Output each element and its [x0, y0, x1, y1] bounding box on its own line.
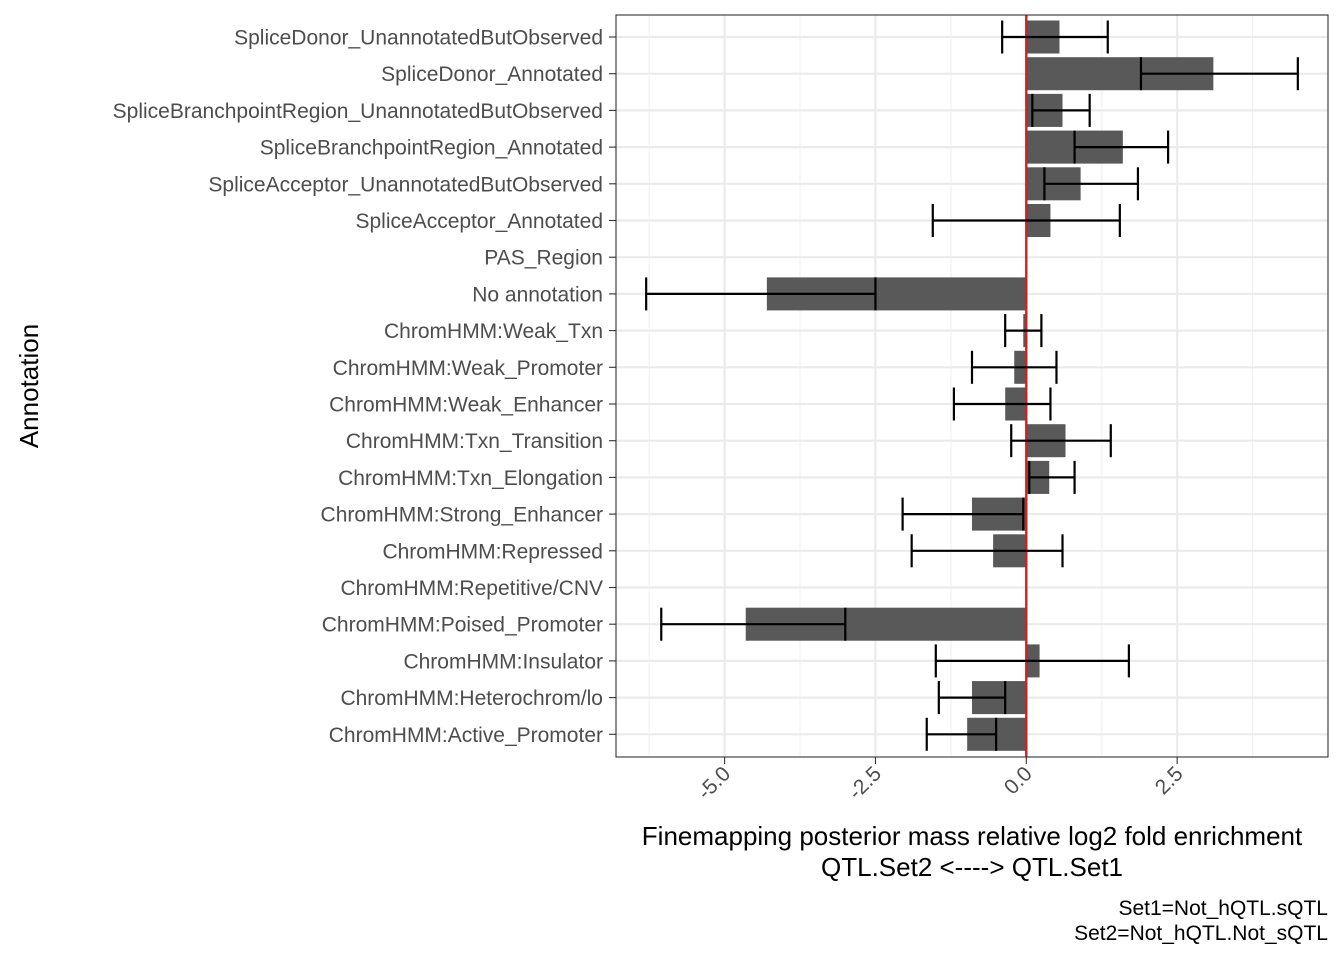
errorbar — [1010, 424, 1112, 458]
y-tick-label: ChromHMM:Repetitive/CNV — [340, 577, 603, 600]
y-tick-label: ChromHMM:Strong_Enhancer — [321, 504, 603, 527]
errorbar — [970, 350, 1058, 384]
y-tick-label: SpliceBranchpointRegion_Annotated — [260, 137, 603, 160]
errorbar — [910, 534, 1064, 568]
errorbar — [925, 717, 998, 751]
grid-layer — [616, 15, 1328, 757]
x-tick-layer: -5.0 -2.5 0.0 2.5 — [693, 757, 1188, 804]
y-axis-title: Annotation — [14, 324, 44, 448]
errorbar — [931, 203, 1121, 238]
errorbar — [1073, 130, 1170, 164]
panel-border — [615, 14, 1329, 758]
errorbar — [1043, 167, 1140, 201]
errorbar — [645, 277, 877, 311]
errorbar — [937, 681, 1007, 715]
y-tick-layer: SpliceDonor_UnannotatedButObserved Splice… — [113, 27, 616, 747]
errorbar — [1004, 314, 1043, 348]
caption-line1: Set1=Not_hQTL.sQTL — [1118, 897, 1328, 920]
x-tick-label: 0.0 — [1000, 762, 1037, 799]
errorbar — [1031, 93, 1091, 127]
x-axis-title-line2: QTL.Set2 <----> QTL.Set1 — [821, 852, 1123, 882]
y-tick-label: ChromHMM:Weak_Txn — [384, 320, 603, 343]
bar-layer — [745, 20, 1214, 751]
caption-line2: Set2=Not_hQTL.Not_sQTL — [1074, 922, 1328, 945]
x-tick-label: -2.5 — [844, 762, 886, 804]
y-tick-label: SpliceAcceptor_Annotated — [356, 210, 604, 233]
errorbar — [1028, 460, 1076, 494]
x-tick-label: -5.0 — [693, 762, 735, 804]
y-tick-label: No annotation — [472, 283, 603, 306]
y-tick-label: ChromHMM:Active_Promoter — [329, 724, 603, 747]
y-tick-label: SpliceBranchpointRegion_UnannotatedButOb… — [113, 100, 603, 123]
x-tick-label: 2.5 — [1151, 762, 1188, 799]
y-tick-label: ChromHMM:Txn_Transition — [346, 430, 603, 453]
errorbar — [1001, 20, 1109, 54]
errorbar — [901, 497, 1025, 531]
errorbar — [934, 644, 1130, 678]
errorbar — [660, 607, 847, 641]
y-tick-label: ChromHMM:Insulator — [403, 650, 603, 673]
y-tick-label: SpliceDonor_UnannotatedButObserved — [234, 27, 603, 50]
y-tick-label: SpliceDonor_Annotated — [381, 63, 603, 86]
errorbar-layer — [645, 20, 1299, 751]
y-tick-label: PAS_Region — [484, 247, 603, 270]
y-tick-label: ChromHMM:Txn_Elongation — [338, 467, 603, 490]
x-axis-title-line1: Finemapping posterior mass relative log2… — [642, 821, 1303, 851]
y-tick-label: ChromHMM:Weak_Enhancer — [329, 394, 603, 417]
y-tick-label: ChromHMM:Heterochrom/lo — [340, 687, 603, 710]
y-tick-label: SpliceAcceptor_UnannotatedButObserved — [208, 173, 603, 196]
errorbar — [952, 387, 1052, 421]
errorbar — [1139, 57, 1299, 91]
y-tick-label: ChromHMM:Repressed — [382, 540, 603, 563]
y-tick-label: ChromHMM:Poised_Promoter — [322, 614, 603, 637]
y-tick-label: ChromHMM:Weak_Promoter — [333, 357, 603, 380]
